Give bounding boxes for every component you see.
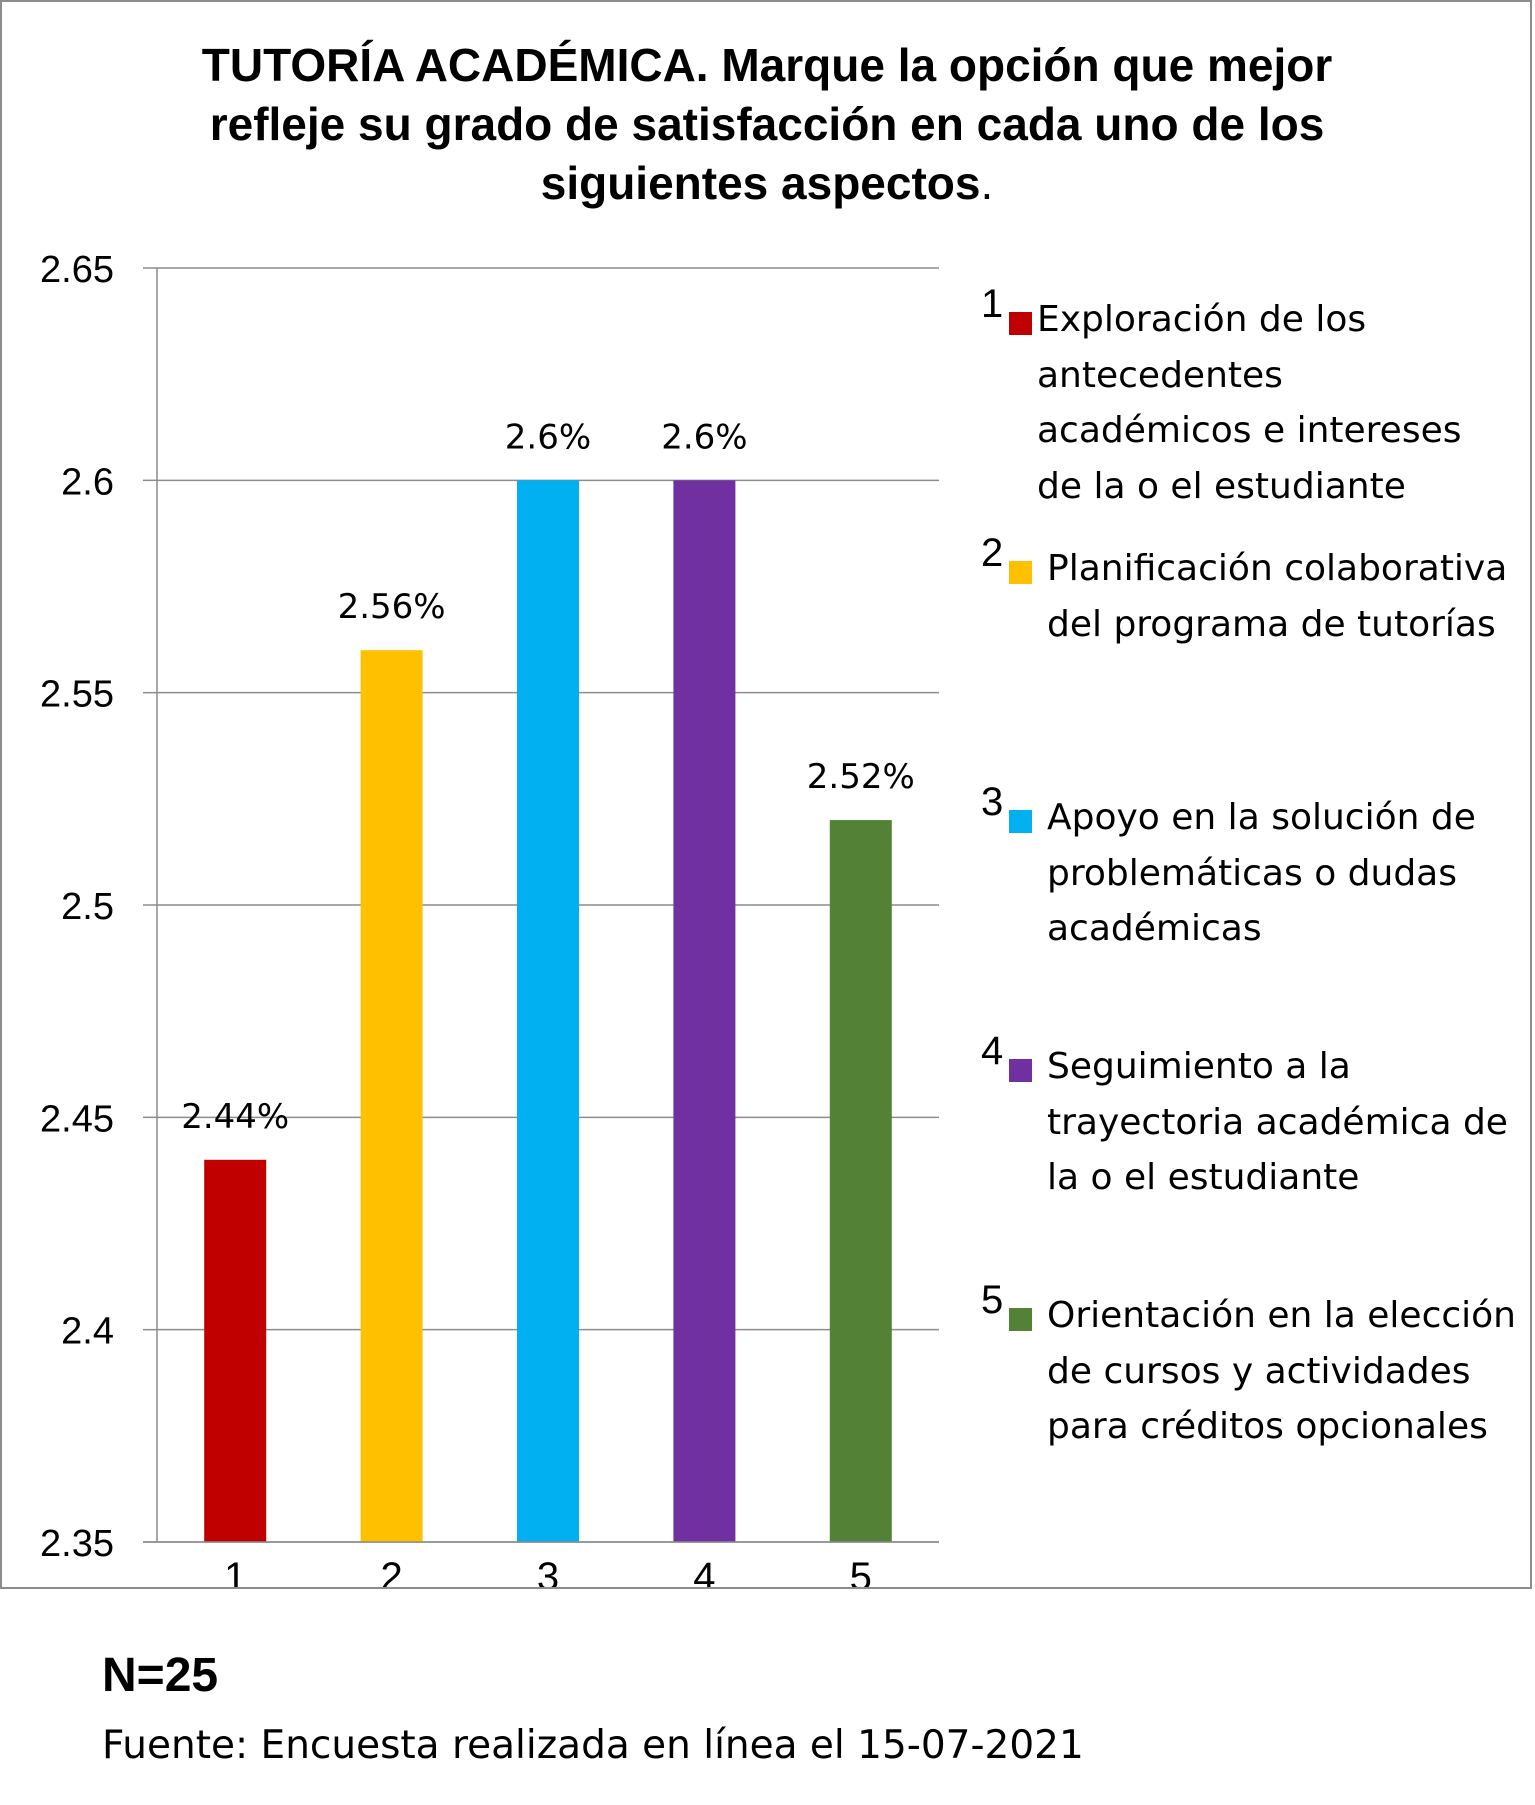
x-tick-label: 1	[224, 1555, 246, 1587]
legend-number: 2	[981, 531, 1004, 575]
legend-number: 4	[981, 1029, 1004, 1073]
legend-number: 1	[981, 282, 1004, 326]
chart-frame: TUTORÍA ACADÉMICA. Marque la opción que …	[0, 0, 1532, 1589]
y-tick-label: 2.35	[40, 1523, 114, 1565]
x-tick-label: 2	[380, 1555, 402, 1587]
legend-label: Apoyo en la solución de problemáticas o …	[1047, 797, 1476, 949]
bar-3	[517, 480, 579, 1542]
chart-title-text: TUTORÍA ACADÉMICA. Marque la opción que …	[201, 39, 1333, 209]
legend-label: Exploración de los antecedentes académic…	[1037, 299, 1462, 507]
legend-number: 3	[981, 780, 1004, 824]
legend-number: 5	[981, 1278, 1004, 1322]
bar-4	[673, 480, 736, 1542]
chart-title: TUTORÍA ACADÉMICA. Marque la opción que …	[152, 36, 1382, 213]
legend-label: Seguimiento a la trayectoria académica d…	[1047, 1046, 1508, 1198]
y-tick-label: 2.55	[40, 674, 114, 716]
data-label: 2.44%	[181, 1097, 289, 1137]
data-label: 2.6%	[661, 417, 747, 457]
y-tick-label: 2.65	[40, 249, 114, 291]
data-label: 2.6%	[505, 417, 591, 457]
x-tick-label: 5	[850, 1555, 872, 1587]
bar-2	[360, 650, 423, 1542]
legend-swatch-blue	[1009, 810, 1032, 833]
data-label: 2.56%	[338, 587, 446, 627]
bar-chart-plot: 2.35 2.4 2.45 2.5 2.55 2.6 2.65 1 2 3 4 5 2.44% 2.56…	[40, 249, 939, 1587]
legend-swatch-purple	[1009, 1059, 1032, 1082]
legend-label: Planificación colaborativa del programa …	[1047, 548, 1508, 645]
y-tick-label: 2.5	[61, 886, 114, 928]
y-tick-label: 2.6	[61, 461, 114, 503]
data-labels: 2.44% 2.56% 2.6% 2.6% 2.52%	[181, 417, 915, 1136]
legend-swatch-red	[1009, 312, 1032, 335]
bar-5	[829, 820, 892, 1542]
bar-1	[204, 1159, 267, 1542]
sample-size-label: N=25	[102, 1649, 219, 1702]
y-tick-label: 2.4	[61, 1311, 114, 1353]
chart-title-period: .	[980, 157, 994, 209]
axes: 2.35 2.4 2.45 2.5 2.55 2.6 2.65 1 2 3 4 5	[40, 249, 939, 1587]
data-label: 2.52%	[807, 757, 915, 797]
y-tick-label: 2.45	[40, 1098, 114, 1140]
legend-swatch-yellow	[1009, 561, 1032, 584]
legend-label: Orientación en la elección de cursos y a…	[1047, 1295, 1517, 1447]
x-tick-label: 3	[537, 1555, 559, 1587]
x-tick-label: 4	[693, 1555, 715, 1587]
source-note: Fuente: Encuesta realizada en línea el 1…	[102, 1723, 1084, 1768]
bars	[204, 480, 892, 1542]
legend-swatch-green	[1009, 1308, 1032, 1331]
